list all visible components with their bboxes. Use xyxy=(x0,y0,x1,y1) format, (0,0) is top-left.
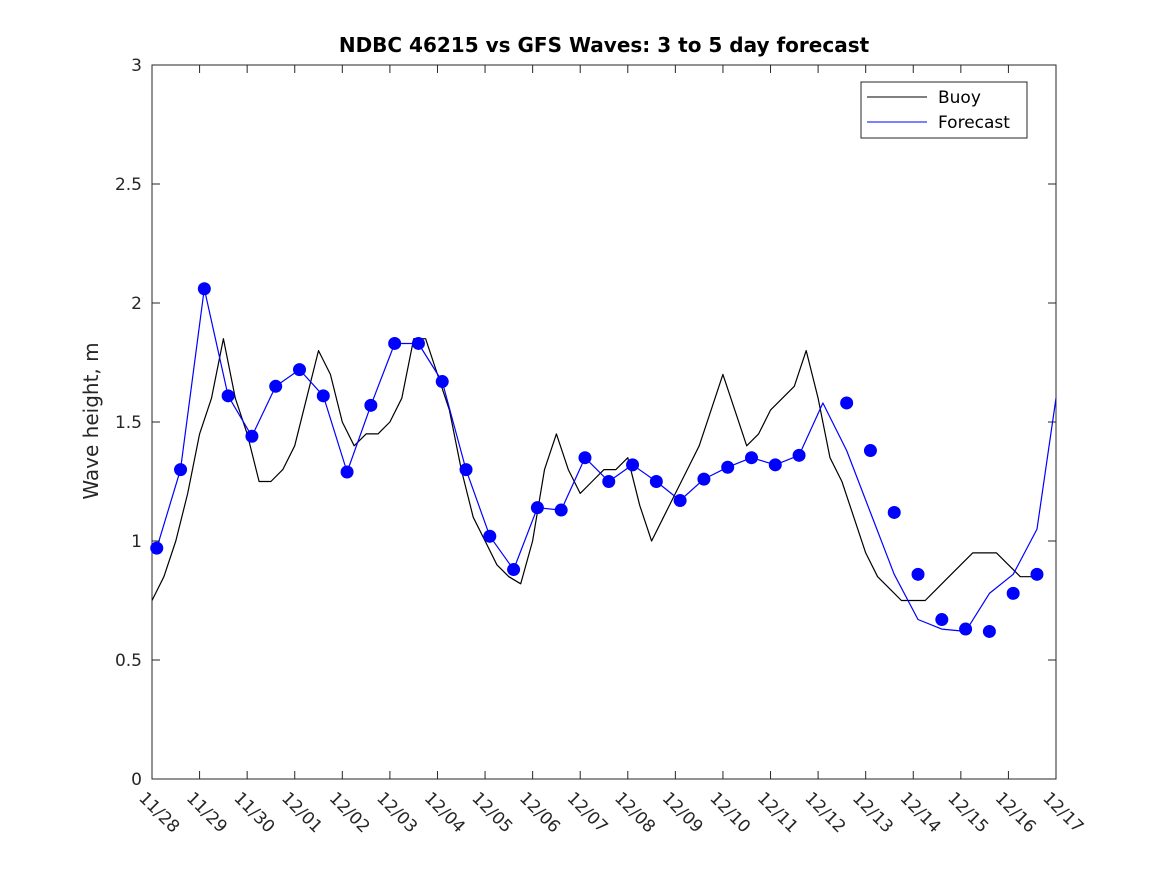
forecast-point xyxy=(150,541,164,555)
legend-forecast-label: Forecast xyxy=(938,113,1010,133)
forecast-point xyxy=(554,503,568,517)
x-tick-label: 12/08 xyxy=(610,788,659,837)
forecast-point xyxy=(626,458,640,472)
legend-buoy-label: Buoy xyxy=(938,88,981,108)
x-tick-label: 12/01 xyxy=(277,788,326,837)
legend: Buoy Forecast xyxy=(860,81,1028,139)
x-tick-label: 12/13 xyxy=(848,788,897,837)
x-tick-label: 12/16 xyxy=(991,788,1040,837)
forecast-point xyxy=(174,463,188,477)
forecast-point xyxy=(982,624,996,638)
forecast-point xyxy=(364,398,378,412)
forecast-point xyxy=(792,448,806,462)
forecast-point xyxy=(197,282,211,296)
y-tick-label: 0 xyxy=(131,770,142,790)
x-tick-label: 12/03 xyxy=(372,788,421,837)
forecast-point xyxy=(911,567,925,581)
forecast-point xyxy=(269,379,283,393)
x-tick-label: 11/30 xyxy=(230,788,279,837)
forecast-point xyxy=(768,458,782,472)
forecast-point xyxy=(578,451,592,465)
forecast-point xyxy=(292,363,306,377)
forecast-point xyxy=(340,465,354,479)
x-tick-label: 12/17 xyxy=(1038,788,1087,837)
x-tick-label: 12/09 xyxy=(658,788,707,837)
y-tick-label: 2 xyxy=(131,294,142,314)
x-tick-label: 11/29 xyxy=(182,788,231,837)
y-axis-label: Wave height, m xyxy=(79,342,103,499)
forecast-point xyxy=(744,451,758,465)
x-tick-label: 12/15 xyxy=(943,788,992,837)
forecast-point xyxy=(887,505,901,519)
forecast-point xyxy=(959,622,973,636)
x-tick-label: 12/02 xyxy=(325,788,374,837)
forecast-point xyxy=(649,475,663,488)
x-tick-label: 12/05 xyxy=(468,788,517,837)
chart-title: NDBC 46215 vs GFS Waves: 3 to 5 day fore… xyxy=(339,33,870,57)
forecast-point xyxy=(673,494,687,508)
x-tick-label: 12/10 xyxy=(705,788,754,837)
y-tick-label: 2.5 xyxy=(115,175,142,195)
forecast-point xyxy=(602,475,616,488)
y-tick-label: 1 xyxy=(131,532,142,552)
forecast-point xyxy=(863,444,877,458)
forecast-point xyxy=(1030,567,1044,581)
forecast-point xyxy=(483,529,497,543)
forecast-point xyxy=(697,472,711,486)
forecast-point xyxy=(840,396,854,410)
forecast-point xyxy=(507,563,521,577)
x-tick-label: 12/12 xyxy=(801,788,850,837)
forecast-markers xyxy=(150,282,1044,638)
forecast-point xyxy=(245,429,259,443)
plot-area xyxy=(151,64,1057,780)
series-line-buoy xyxy=(151,338,1033,602)
forecast-point xyxy=(435,375,449,389)
forecast-point xyxy=(411,336,425,350)
forecast-point xyxy=(530,501,544,515)
x-tick-label: 12/04 xyxy=(420,788,469,837)
x-tick-label: 12/11 xyxy=(753,788,802,837)
x-tick-label: 12/14 xyxy=(896,788,945,837)
y-tick-label: 3 xyxy=(131,56,142,76)
x-tick-label: 12/07 xyxy=(563,788,612,837)
forecast-point xyxy=(1006,586,1020,600)
forecast-point xyxy=(459,463,473,477)
y-tick-label: 1.5 xyxy=(115,413,142,433)
forecast-point xyxy=(721,460,735,474)
legend-box xyxy=(860,81,1028,139)
forecast-point xyxy=(316,389,330,403)
forecast-point xyxy=(388,336,402,350)
forecast-point xyxy=(935,613,949,627)
forecast-point xyxy=(221,389,235,403)
x-tick-label: 12/06 xyxy=(515,788,564,837)
y-tick-label: 0.5 xyxy=(115,651,142,671)
x-tick-label: 11/28 xyxy=(134,788,183,837)
